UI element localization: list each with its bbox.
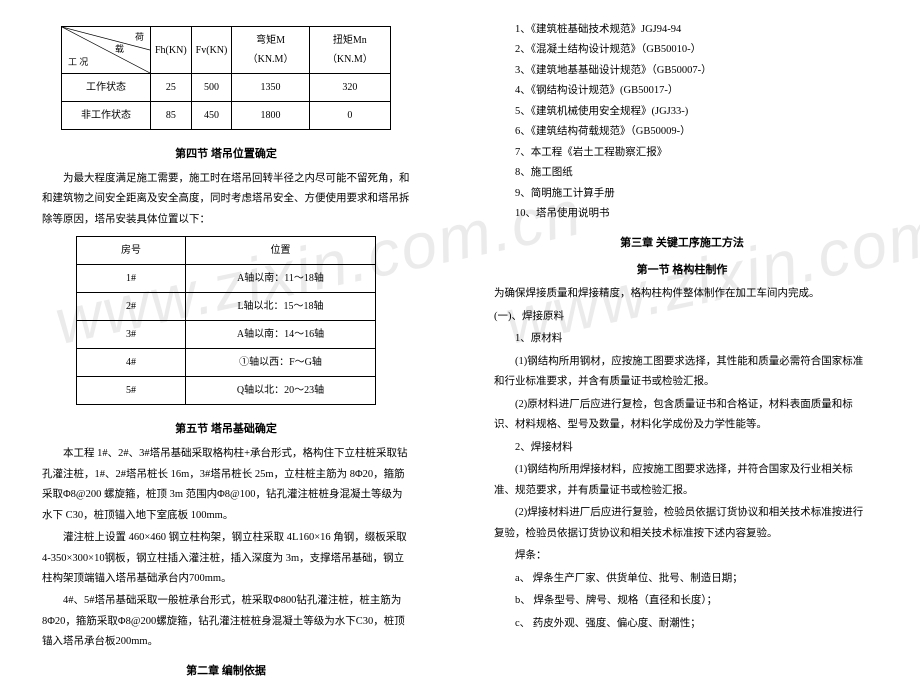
ref-item: 4、《钢结构设计规范》(GB50017-） xyxy=(494,81,870,101)
cell: 320 xyxy=(309,74,390,102)
ref-item: 5、《建筑机械使用安全规程》(JGJ33-) xyxy=(494,102,870,122)
ref-item: 10、塔吊使用说明书 xyxy=(494,204,870,224)
ref-item: 9、简明施工计算手册 xyxy=(494,184,870,204)
sec5-para1: 本工程 1#、2#、3#塔吊基础采取格构柱+承台形式，格构住下立柱桩采取钻孔灌注… xyxy=(42,444,410,526)
table-row: 2#L轴以北：15～18轴 xyxy=(77,293,376,321)
weld-a: a、 焊条生产厂家、供货单位、批号、制造日期； xyxy=(494,569,870,589)
row-label: 工作状态 xyxy=(62,74,151,102)
table-row: 1#A轴以南：11～18轴 xyxy=(77,265,376,293)
left-column: 荷 载 工 况 Fh(KN) Fv(KN) 弯矩M（KN.M） 扭矩Mn（KN.… xyxy=(0,0,460,651)
table-row: 4#①轴以西：F～G轴 xyxy=(77,349,376,377)
ref-item: 3、《建筑地基基础设计规范》（GB50007-） xyxy=(494,61,870,81)
cell: 450 xyxy=(191,102,232,130)
ref-item: 1、《建筑桩基础技术规范》JGJ94-94 xyxy=(494,20,870,40)
cell: 5# xyxy=(77,377,186,405)
right-column: 1、《建筑桩基础技术规范》JGJ94-94 2、《混凝土结构设计规范》（GB50… xyxy=(460,0,920,651)
table-row: 3#A轴以南：14～16轴 xyxy=(77,321,376,349)
cell: 25 xyxy=(151,74,192,102)
item-1b: (2)原材料进厂后应进行复检，包含质量证书和合格证，材料表面质量和标识、材料规格… xyxy=(494,395,870,436)
sec4-para: 为最大程度满足施工需要，施工时在塔吊回转半径之内尽可能不留死角，和和建筑物之间安… xyxy=(42,169,410,230)
cell: A轴以南：11～18轴 xyxy=(186,265,376,293)
sec3-intro: 为确保焊接质量和焊接精度，格构柱构件整体制作在加工车间内完成。 xyxy=(494,284,870,304)
chapter-2-title: 第二章 编制依据 xyxy=(42,661,410,682)
col-header: 弯矩M（KN.M） xyxy=(232,27,309,74)
section-3-1-title: 第一节 格构柱制作 xyxy=(494,260,870,281)
diag-top: 荷 xyxy=(135,29,144,46)
table-row: 5#Q轴以北：20～23轴 xyxy=(77,377,376,405)
col-header: Fv(KN) xyxy=(191,27,232,74)
position-table: 房号 位置 1#A轴以南：11～18轴 2#L轴以北：15～18轴 3#A轴以南… xyxy=(76,236,376,405)
weld-c: c、 药皮外观、强度、偏心度、耐潮性； xyxy=(494,614,870,634)
col-header: 扭矩Mn（KN.M） xyxy=(309,27,390,74)
cell: 1# xyxy=(77,265,186,293)
col-header: 位置 xyxy=(186,237,376,265)
section-5-title: 第五节 塔吊基础确定 xyxy=(42,419,410,440)
item-2: 2、焊接材料 xyxy=(494,438,870,458)
sec5-para3: 4#、5#塔吊基础采取一般桩承台形式，桩采取Φ800钻孔灌注桩，桩主筋为8Φ20… xyxy=(42,591,410,652)
cell: ①轴以西：F～G轴 xyxy=(186,349,376,377)
ref-item: 2、《混凝土结构设计规范》（GB50010-） xyxy=(494,40,870,60)
chapter-3-title: 第三章 关键工序施工方法 xyxy=(494,233,870,254)
cell: 85 xyxy=(151,102,192,130)
sec5-para2: 灌注桩上设置 460×460 钢立柱构架，钢立柱采取 4L160×16 角钢，缀… xyxy=(42,528,410,589)
item-2b: (2)焊接材料进厂后应进行复验，检验员依据订货协议和相关技术标准按进行复验，检验… xyxy=(494,503,870,544)
diag-mid: 载 xyxy=(115,41,124,58)
item-1a: (1)钢结构所用钢材，应按施工图要求选择，其性能和质量必需符合国家标准和行业标准… xyxy=(494,352,870,393)
cell: 0 xyxy=(309,102,390,130)
ref-item: 7、本工程《岩土工程勘察汇报》 xyxy=(494,143,870,163)
table-row: 工作状态 25 500 1350 320 xyxy=(62,74,391,102)
col-header: Fh(KN) xyxy=(151,27,192,74)
item-1: 1、原材料 xyxy=(494,329,870,349)
ref-item: 8、施工图纸 xyxy=(494,163,870,183)
cell: L轴以北：15～18轴 xyxy=(186,293,376,321)
cell: A轴以南：14～16轴 xyxy=(186,321,376,349)
weld-label: 焊条： xyxy=(494,546,870,566)
cell: 4# xyxy=(77,349,186,377)
table-row: 非工作状态 85 450 1800 0 xyxy=(62,102,391,130)
cell: 1350 xyxy=(232,74,309,102)
row-label: 非工作状态 xyxy=(62,102,151,130)
diag-header: 荷 载 工 况 xyxy=(62,27,151,74)
sub-heading: (一)、焊接原料 xyxy=(494,307,870,327)
weld-b: b、 焊条型号、牌号、规格（直径和长度）； xyxy=(494,591,870,611)
cell: Q轴以北：20～23轴 xyxy=(186,377,376,405)
diag-bot: 工 况 xyxy=(68,54,88,71)
ref-item: 6、《建筑结构荷载规范》（GB50009-） xyxy=(494,122,870,142)
load-table: 荷 载 工 况 Fh(KN) Fv(KN) 弯矩M（KN.M） 扭矩Mn（KN.… xyxy=(61,26,391,130)
cell: 3# xyxy=(77,321,186,349)
section-4-title: 第四节 塔吊位置确定 xyxy=(42,144,410,165)
col-header: 房号 xyxy=(77,237,186,265)
cell: 2# xyxy=(77,293,186,321)
item-2a: (1)钢结构所用焊接材料，应按施工图要求选择，并符合国家及行业相关标准、规范要求… xyxy=(494,460,870,501)
cell: 500 xyxy=(191,74,232,102)
page: 荷 载 工 况 Fh(KN) Fv(KN) 弯矩M（KN.M） 扭矩Mn（KN.… xyxy=(0,0,920,651)
cell: 1800 xyxy=(232,102,309,130)
